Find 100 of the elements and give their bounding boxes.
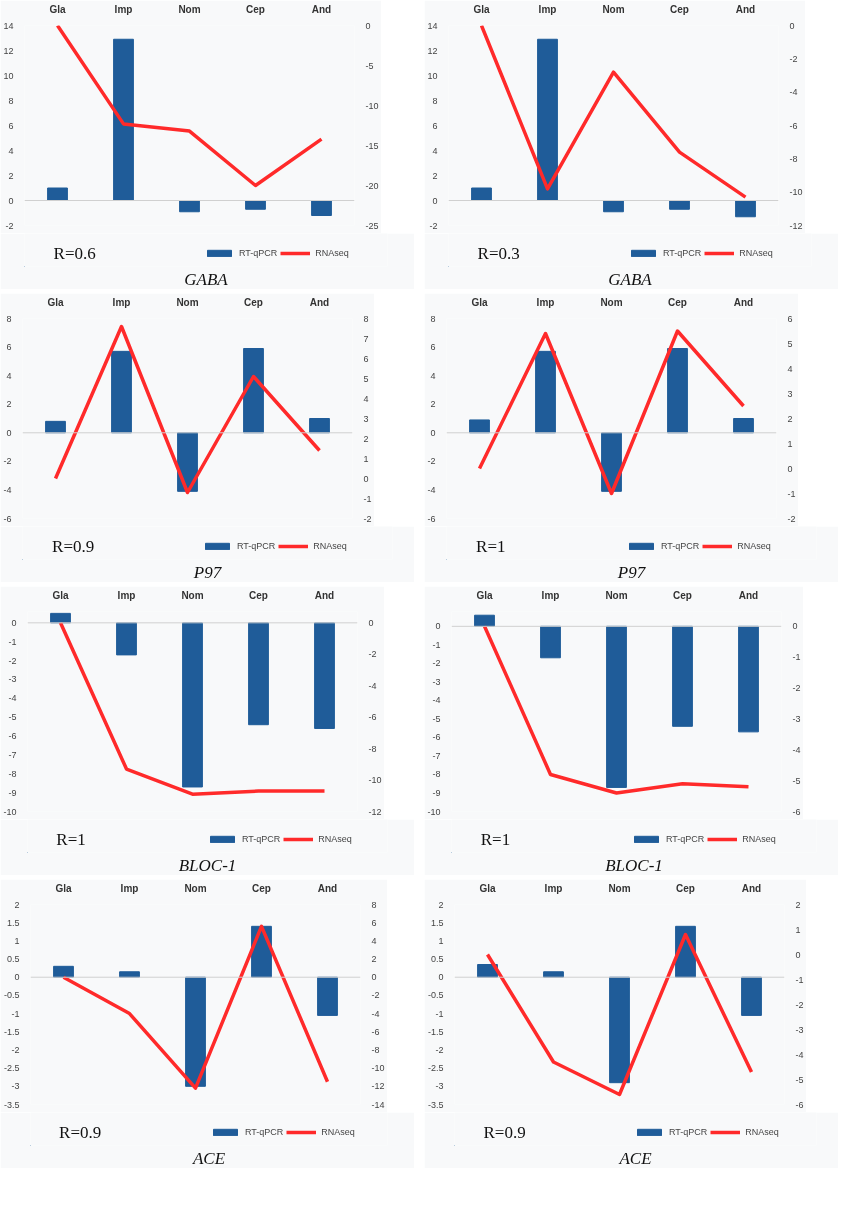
line-series xyxy=(477,329,746,496)
y2-tick-label: -10 xyxy=(365,100,379,111)
line-series xyxy=(61,924,330,1090)
y2-tick-label: -8 xyxy=(371,1044,380,1055)
y2-tick-label: 4 xyxy=(371,935,377,946)
y2-tick-label: -3 xyxy=(792,713,801,724)
x-tick-label: Imp xyxy=(120,882,139,894)
x-tick-label: Gla xyxy=(49,3,66,15)
y2-tick-label: -6 xyxy=(368,712,377,723)
y2-tick-label: 8 xyxy=(371,899,377,910)
y-tick-label: -2 xyxy=(11,1044,20,1055)
text: BLOC-1 xyxy=(605,855,663,875)
x-tick-label: Nom xyxy=(181,589,204,601)
bar xyxy=(317,976,338,1016)
bar xyxy=(309,418,330,434)
y-tick-label: 2 xyxy=(432,170,438,181)
y2-tick-label: 0 xyxy=(789,20,795,31)
y2-tick-label: -10 xyxy=(368,775,382,786)
y2-tick-label: 0 xyxy=(787,463,793,474)
bar xyxy=(667,348,688,434)
y-tick-label: -3 xyxy=(432,676,441,687)
x-tick-label: Gla xyxy=(473,3,490,15)
y2-tick-label: 0 xyxy=(368,617,374,628)
x-tick-label: Nom xyxy=(605,589,628,601)
x-tick-label: Gla xyxy=(479,882,496,894)
y2-tick-label: 2 xyxy=(363,433,369,444)
y-tick-label: 6 xyxy=(6,342,12,353)
y2-tick-label: -4 xyxy=(368,680,377,691)
bar xyxy=(733,418,754,434)
y-tick-label: 6 xyxy=(430,342,436,353)
x-tick-label: And xyxy=(738,589,759,601)
y2-tick-label: 0 xyxy=(371,972,377,983)
y2-tick-label: -5 xyxy=(365,60,374,71)
x-tick-label: Cep xyxy=(246,3,265,15)
legend-label: RT-qPCR xyxy=(245,1127,284,1137)
y2-tick-label: 4 xyxy=(787,363,793,374)
y-tick-label: 0.5 xyxy=(6,954,20,965)
legend-label: RNAseq xyxy=(745,1127,779,1137)
y-tick-label: 2 xyxy=(6,399,12,410)
y2-tick-label: -4 xyxy=(371,1008,380,1019)
x-tick-label: And xyxy=(309,296,330,308)
x-tick-label: Imp xyxy=(536,296,555,308)
y-tick-label: -1.5 xyxy=(427,1026,444,1037)
y2-tick-label: -15 xyxy=(365,140,379,151)
y-tick-label: -4 xyxy=(8,693,17,704)
y2-tick-label: 6 xyxy=(363,353,369,364)
y-tick-label: -8 xyxy=(8,768,17,779)
y-tick-label: -4 xyxy=(427,484,436,495)
bar xyxy=(735,200,756,218)
y-tick-label: -1 xyxy=(432,639,441,650)
y-tick-label: -5 xyxy=(432,713,441,724)
y2-tick-label: 0 xyxy=(792,621,798,632)
y2-tick-label: 6 xyxy=(787,313,793,324)
bar xyxy=(535,350,556,434)
y-tick-label: 14 xyxy=(3,20,14,31)
y-tick-label: 1 xyxy=(438,935,444,946)
y2-tick-label: 5 xyxy=(363,373,369,384)
y2-tick-label: -2 xyxy=(795,999,804,1010)
line-series xyxy=(482,624,751,795)
y-tick-label: 0 xyxy=(435,621,441,632)
x-tick-label: And xyxy=(317,882,338,894)
x-tick-label: Imp xyxy=(541,589,560,601)
y-tick-label: 1 xyxy=(14,935,20,946)
y2-tick-label: -2 xyxy=(363,513,372,524)
text: R=0.3 xyxy=(477,244,520,264)
y2-tick-label: -2 xyxy=(368,649,377,660)
y2-tick-label: 2 xyxy=(795,899,801,910)
legend-label: RT-qPCR xyxy=(661,541,700,551)
text: R=0.9 xyxy=(52,537,95,557)
y-tick-label: 2 xyxy=(14,899,20,910)
y2-tick-label: -20 xyxy=(365,180,379,191)
y2-tick-label: 1 xyxy=(363,453,369,464)
x-tick-label: Imp xyxy=(538,3,557,15)
y-tick-label: 4 xyxy=(430,370,436,381)
y2-tick-label: 6 xyxy=(371,917,377,928)
y-tick-label: 8 xyxy=(430,313,436,324)
y2-tick-label: 0 xyxy=(363,473,369,484)
legend-label: RT-qPCR xyxy=(237,541,276,551)
y-tick-label: 8 xyxy=(6,313,12,324)
y-tick-label: -3 xyxy=(8,674,17,685)
bar xyxy=(119,971,140,978)
x-tick-label: Cep xyxy=(670,3,689,15)
y-tick-label: -2 xyxy=(8,655,17,666)
y-tick-label: -1 xyxy=(11,1008,20,1019)
y2-tick-label: 2 xyxy=(787,413,793,424)
y-tick-label: -2 xyxy=(435,1044,444,1055)
y2-tick-label: 0 xyxy=(795,949,801,960)
x-tick-label: Cep xyxy=(676,882,695,894)
x-tick-label: Imp xyxy=(117,589,136,601)
y-tick-label: 6 xyxy=(8,120,14,131)
y2-tick-label: -12 xyxy=(368,806,382,817)
y-tick-label: 8 xyxy=(8,95,14,106)
x-tick-label: Cep xyxy=(244,296,263,308)
y2-tick-label: 1 xyxy=(787,438,793,449)
y2-tick-label: 2 xyxy=(371,954,377,965)
y-tick-label: 10 xyxy=(427,70,438,81)
y2-tick-label: -12 xyxy=(789,220,803,231)
y-tick-label: 8 xyxy=(432,95,438,106)
y2-tick-label: -1 xyxy=(787,488,796,499)
y-tick-label: 4 xyxy=(8,145,14,156)
